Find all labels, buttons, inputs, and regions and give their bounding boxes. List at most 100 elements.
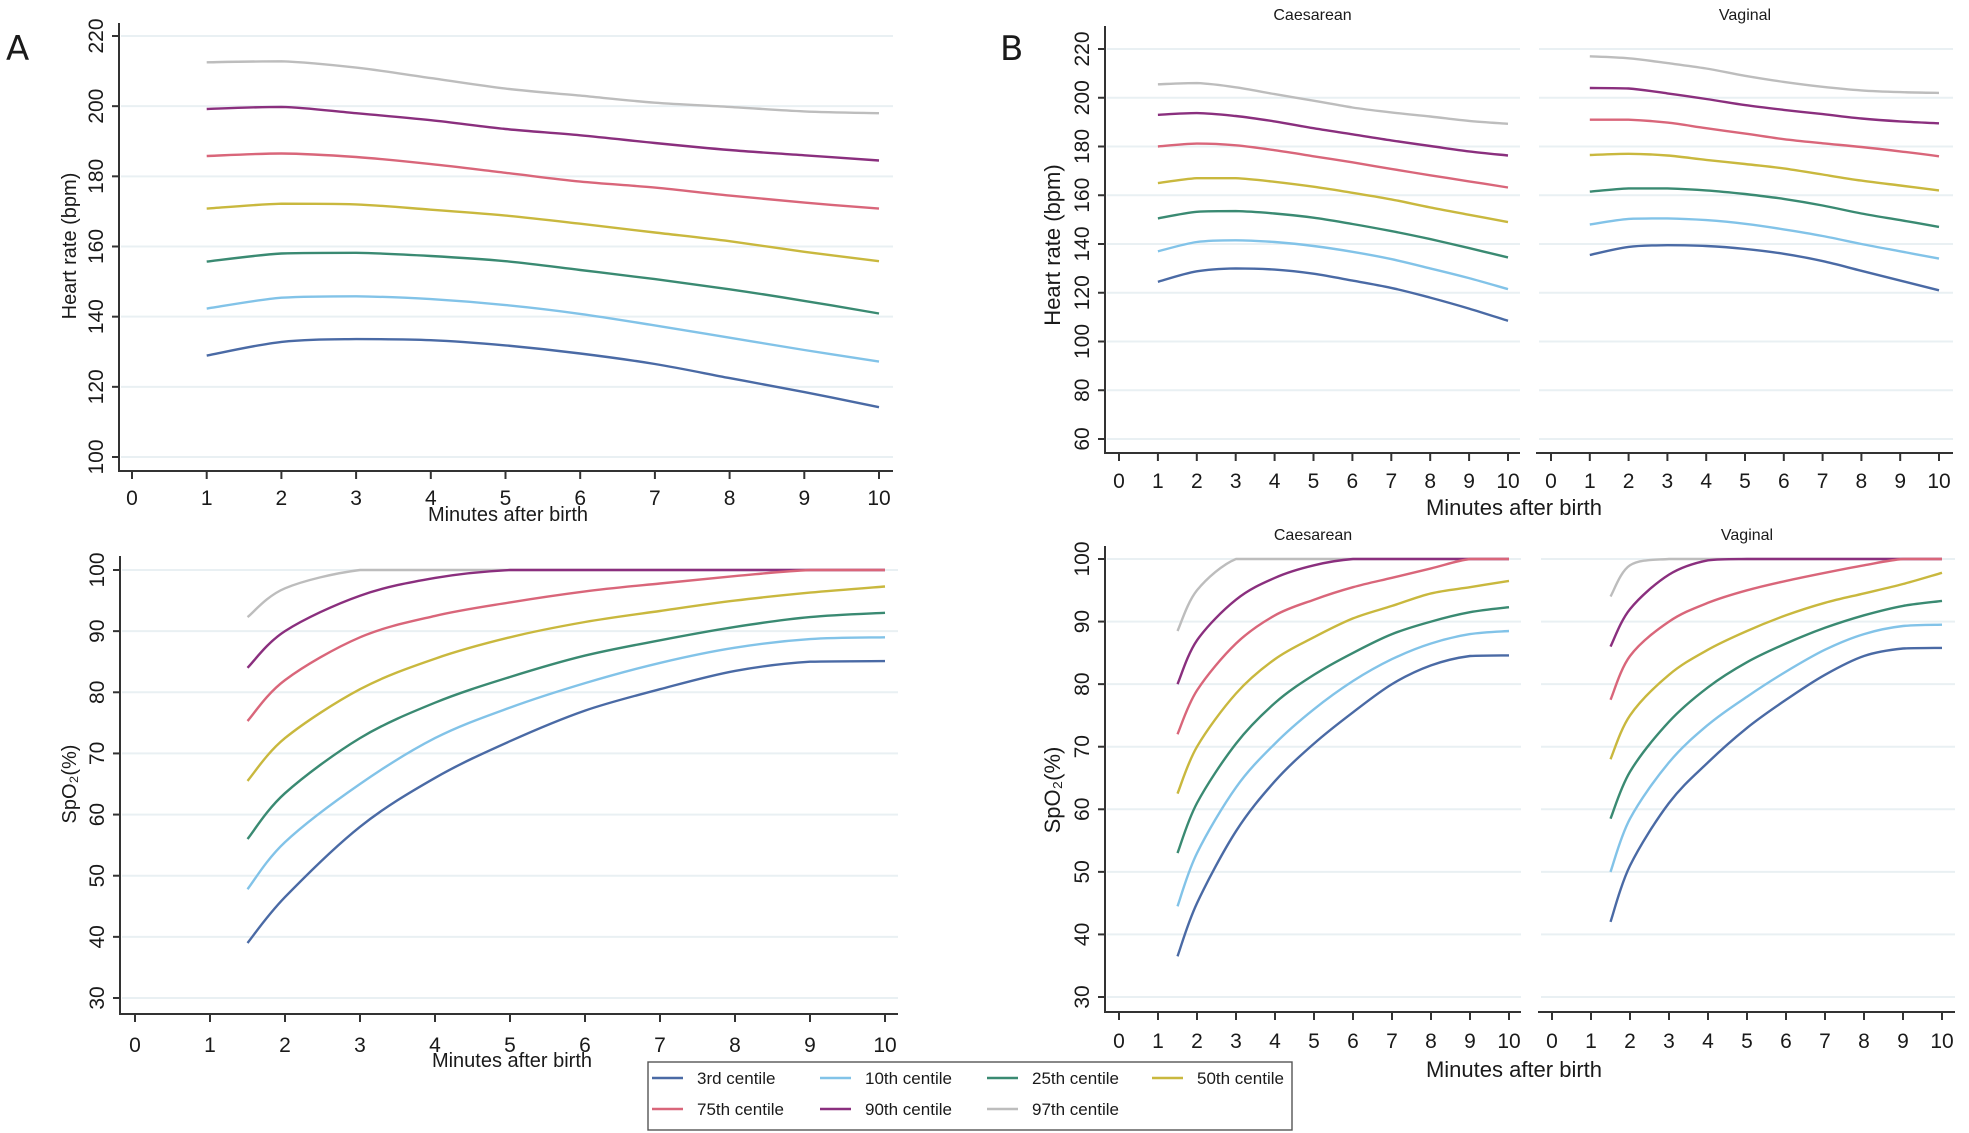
series-line-p25 (1157, 209, 1509, 259)
x-tick-label: 5 (504, 1034, 516, 1057)
series-line-p10 (246, 636, 886, 890)
series-line-p75 (246, 568, 885, 722)
y-tick-label: 160 (1071, 178, 1094, 213)
facet-title: Vaginal (1721, 527, 1773, 544)
x-tick-label: 3 (350, 487, 362, 510)
x-tick-label: 4 (429, 1034, 441, 1057)
y-tick-label: 80 (1071, 672, 1094, 695)
a-hr-x-axis-title: Minutes after birth (428, 504, 588, 526)
x-tick-label: 9 (1463, 470, 1475, 493)
y-tick-label: 140 (1071, 226, 1094, 261)
x-tick-label: 3 (1230, 470, 1242, 493)
legend-label: 97th centile (1032, 1100, 1119, 1119)
chart-A-hr: 100 120 140 160 180 200 220 0 1 2 3 4 5 6 7 8 9 10 (85, 18, 893, 510)
x-tick-label: 2 (1624, 1030, 1636, 1053)
x-tick-label: 7 (1817, 470, 1829, 493)
x-tick-label: 0 (129, 1034, 141, 1057)
x-tick-label: 6 (574, 487, 586, 510)
legend: 3rd centile 10th centile 25th centile 50th … (647, 1061, 1293, 1131)
x-tick-label: 1 (1152, 470, 1164, 493)
legend-item-p50: 50th centile (1152, 1069, 1284, 1088)
y-tick-label: 160 (85, 229, 108, 264)
series-line-p75 (1589, 118, 1940, 158)
panel-label-b: B (1000, 29, 1023, 69)
a-hr-y-axis-title: Heart rate (bpm) (59, 173, 81, 320)
x-tick-label: 6 (1347, 1030, 1359, 1053)
x-tick-label: 5 (1308, 470, 1320, 493)
facet-title: Caesarean (1274, 527, 1352, 544)
x-tick-label: 7 (1819, 1030, 1831, 1053)
x-tick-label: 4 (1269, 470, 1281, 493)
series-line-p90 (206, 105, 880, 162)
x-tick-label: 2 (1623, 470, 1635, 493)
series-line-p50 (246, 585, 886, 782)
y-tick-label: 220 (85, 18, 108, 53)
x-tick-label: 2 (1191, 1030, 1203, 1053)
y-tick-label: 80 (86, 681, 109, 704)
y-tick-label: 30 (86, 986, 109, 1009)
y-tick-label: 220 (1071, 31, 1094, 66)
y-tick-label: 140 (85, 299, 108, 334)
series-line-p97 (1589, 55, 1940, 95)
series-line-p90 (1609, 557, 1942, 648)
series-line-p25 (206, 251, 880, 315)
legend-label: 10th centile (865, 1069, 952, 1088)
x-tick-label: 5 (1741, 1030, 1753, 1053)
x-tick-label: 2 (276, 487, 288, 510)
x-tick-label: 2 (1191, 470, 1203, 493)
legend-label: 75th centile (697, 1100, 784, 1119)
series-line-p50 (206, 202, 880, 263)
x-tick-label: 7 (654, 1034, 666, 1057)
legend-label: 25th centile (1032, 1069, 1119, 1088)
y-tick-label: 40 (86, 925, 109, 948)
series-line-p90 (1157, 111, 1509, 157)
x-tick-label: 4 (1269, 1030, 1281, 1053)
series-line-p75 (1157, 142, 1509, 189)
series-line-p50 (1609, 571, 1943, 760)
x-tick-label: 2 (279, 1034, 291, 1057)
x-tick-label: 5 (500, 487, 512, 510)
x-tick-label: 7 (1386, 1030, 1398, 1053)
legend-label: 50th centile (1197, 1069, 1284, 1088)
chart-B-hr-vaginal: Vaginal 0 1 2 3 4 5 6 7 8 9 10 (1536, 7, 1953, 493)
y-tick-label: 100 (86, 552, 109, 587)
legend-item-p90: 90th centile (820, 1100, 952, 1119)
series-line-p90 (1589, 86, 1940, 125)
x-tick-label: 10 (1496, 470, 1519, 493)
chart-B-spo2-caesarean: Caesarean 30 40 50 60 70 80 90 100 0 1 2 3 4 5 6 7 8 9 10 (1071, 527, 1521, 1053)
series-line-p50 (1589, 152, 1940, 192)
series-line-p25 (246, 611, 886, 840)
series-line-p10 (206, 295, 880, 363)
series-line-p50 (1157, 177, 1509, 224)
y-tick-label: 180 (1071, 129, 1094, 164)
x-tick-label: 8 (1856, 470, 1868, 493)
x-tick-label: 8 (1858, 1030, 1870, 1053)
legend-label: 90th centile (865, 1100, 952, 1119)
series-line-p90 (246, 568, 885, 669)
series-line-p3 (1609, 646, 1943, 923)
x-tick-label: 3 (1663, 1030, 1675, 1053)
legend-box (647, 1061, 1293, 1131)
series-line-p75 (1176, 557, 1509, 735)
x-tick-label: 3 (354, 1034, 366, 1057)
x-tick-label: 0 (1113, 470, 1125, 493)
series-line-p90 (1176, 557, 1509, 685)
x-tick-label: 7 (649, 487, 661, 510)
x-tick-label: 0 (1545, 470, 1557, 493)
chart-A-spo2: 30 40 50 60 70 80 90 100 0 1 2 3 4 5 6 7 8 9 10 (86, 552, 898, 1057)
y-tick-label: 60 (86, 803, 109, 826)
b-spo2-y-axis-title: SpO₂(%) (1040, 747, 1065, 834)
x-tick-label: 3 (1662, 470, 1674, 493)
x-tick-label: 8 (729, 1034, 741, 1057)
x-tick-label: 4 (1702, 1030, 1714, 1053)
x-tick-label: 10 (873, 1034, 896, 1057)
legend-label: 3rd centile (697, 1069, 775, 1088)
legend-item-p25: 25th centile (987, 1069, 1119, 1088)
x-tick-label: 9 (804, 1034, 816, 1057)
y-tick-label: 30 (1071, 985, 1094, 1008)
x-tick-label: 8 (724, 487, 736, 510)
series-line-p10 (1176, 629, 1510, 907)
x-tick-label: 6 (579, 1034, 591, 1057)
